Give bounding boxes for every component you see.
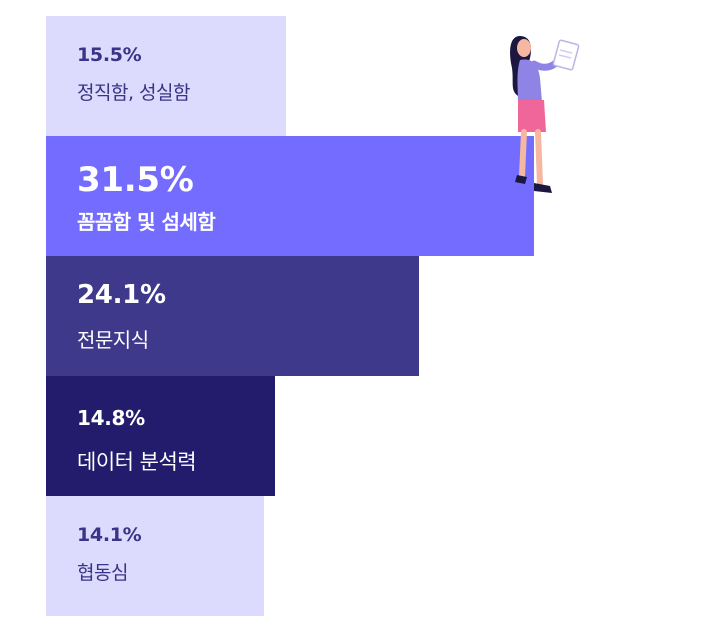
bar-category-label: 데이터 분석력 [77,450,197,474]
woman-reading-document-icon [510,36,580,193]
bar-row: 14.8% 데이터 분석력 [46,376,275,496]
bar-value-label: 14.1% [77,524,142,546]
bar-category-label: 전문지식 [77,328,149,352]
bar-value-label: 31.5% [77,160,194,200]
bar-row: 31.5% 꼼꼼함 및 섬세함 [46,136,534,256]
bar-value-label: 24.1% [77,280,166,310]
bar-category-label: 꼼꼼함 및 섬세함 [77,210,216,234]
bar-row: 15.5% 정직함, 성실함 [46,16,286,136]
bar-row: 24.1% 전문지식 [46,256,419,376]
bar-row: 14.1% 협동심 [46,496,264,616]
bar-category-label: 협동심 [77,562,128,584]
bar-value-label: 14.8% [77,406,145,430]
bar-value-label: 15.5% [77,44,142,66]
bar-category-label: 정직함, 성실함 [77,82,190,104]
